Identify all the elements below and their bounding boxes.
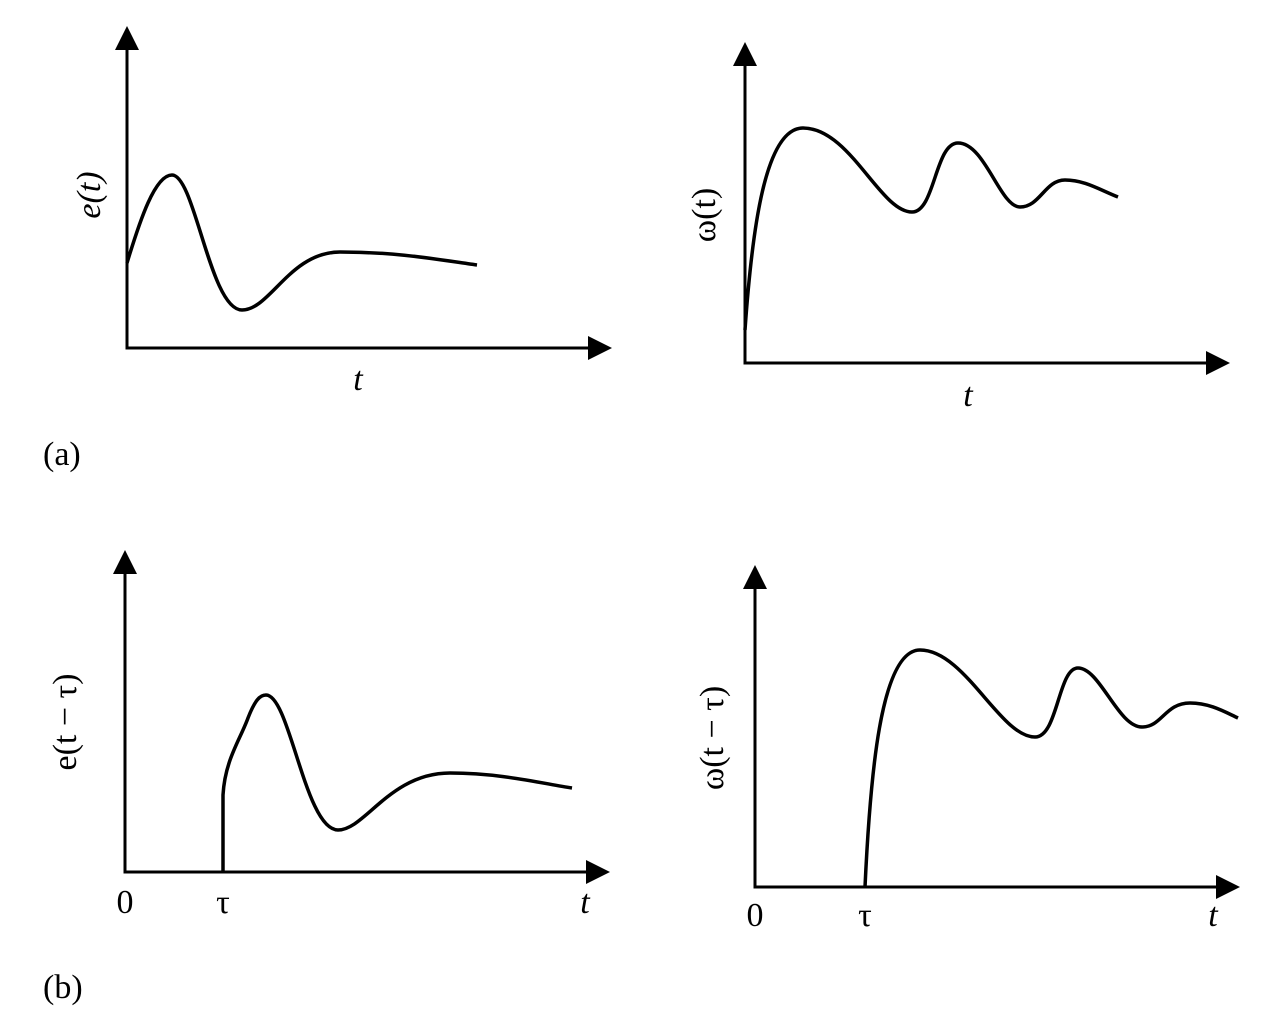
plot-b2: ω(t − τ) 0 τ t — [694, 565, 1240, 934]
curve — [863, 648, 1239, 888]
curve — [743, 126, 1119, 331]
axes — [123, 574, 588, 874]
panel-label: (b) — [43, 969, 83, 1006]
y-axis-label: ω(t − τ) — [694, 686, 731, 790]
arrow — [588, 336, 612, 360]
arrow — [115, 26, 139, 50]
axes — [125, 50, 590, 350]
arrow — [113, 550, 137, 574]
plot-a2: ω(t) t — [686, 42, 1230, 414]
curve — [221, 693, 573, 872]
x-axis-label: t — [1208, 897, 1219, 934]
y-axis-label: ω(t) — [686, 188, 723, 242]
x-axis-label: t — [580, 884, 591, 921]
delay-label: τ — [216, 884, 230, 921]
plot-a1: e(t) t — [71, 26, 612, 398]
arrow — [586, 860, 610, 884]
y-axis-label: e(t − τ) — [47, 673, 84, 770]
arrow — [1216, 875, 1240, 899]
plot-b1: e(t − τ) 0 τ t — [47, 550, 610, 921]
curve — [125, 173, 478, 312]
arrow — [733, 42, 757, 66]
axes — [753, 589, 1218, 889]
origin-label: 0 — [117, 884, 134, 921]
axes — [743, 66, 1208, 365]
arrow — [1206, 351, 1230, 375]
panel-label: (a) — [43, 436, 81, 473]
x-axis-label: t — [353, 361, 364, 398]
delay-label: τ — [858, 897, 872, 934]
y-axis-label: e(t) — [71, 171, 108, 218]
x-axis-label: t — [963, 377, 974, 414]
origin-label: 0 — [747, 897, 764, 934]
arrow — [743, 565, 767, 589]
